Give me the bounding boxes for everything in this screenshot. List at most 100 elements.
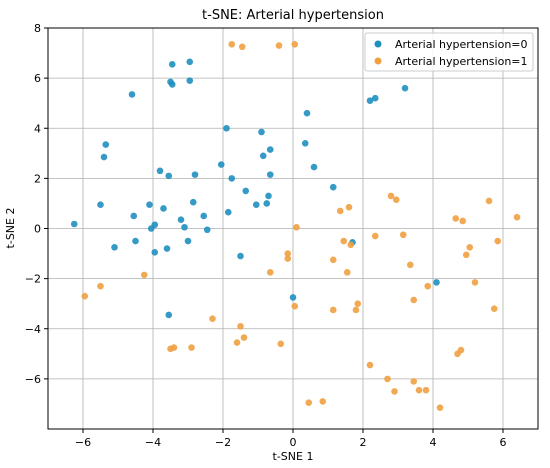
data-point-series-0 [203,226,211,234]
data-point-series-1 [471,279,479,286]
data-point-series-1 [406,261,414,269]
y-tick-label: 8 [34,22,41,35]
data-point-series-1 [422,386,430,394]
data-point-series-1 [410,296,418,304]
data-point-series-1 [424,282,432,290]
data-point-series-1 [336,207,344,215]
data-point-series-1 [457,346,465,354]
data-point-series-0 [132,237,139,245]
data-point-series-1 [237,322,244,330]
x-axis-ticks: −6 −4 −2 0 2 4 6 [75,429,507,449]
legend-marker-series-1 [374,57,382,65]
data-point-series-1 [228,40,236,48]
data-point-series-1 [340,237,348,245]
data-point-series-1 [485,197,493,205]
data-point-series-1 [366,361,374,369]
data-point-series-0 [97,201,104,208]
data-point-series-1 [387,192,395,200]
data-point-series-0 [266,171,274,178]
y-tick-label: −2 [25,273,41,286]
data-point-series-0 [258,128,265,136]
data-point-series-1 [329,256,337,264]
x-tick-label: 4 [430,436,437,449]
legend: Arterial hypertension=0 Arterial hyperte… [364,32,534,72]
data-point-series-0 [329,183,337,191]
data-point-series-0 [401,84,409,92]
data-point-series-0 [168,81,176,88]
data-point-series-0 [128,91,136,98]
data-point-series-1 [410,378,418,385]
x-tick-label: −4 [145,436,161,449]
data-point-series-1 [345,203,353,211]
data-point-series-1 [352,306,360,314]
data-point-series-1 [284,255,292,262]
data-point-series-0 [303,109,311,117]
data-point-series-0 [217,161,225,168]
data-point-series-0 [200,212,208,220]
data-point-series-0 [146,201,153,208]
data-point-series-1 [277,340,285,348]
data-point-series-1 [452,215,460,222]
data-point-series-0 [156,167,164,175]
data-point-series-1 [459,217,467,225]
data-point-series-0 [160,205,167,212]
data-point-series-0 [151,249,159,256]
data-point-series-0 [177,216,185,224]
data-point-series-1 [97,282,104,290]
data-point-series-0 [191,171,199,178]
data-point-series-1 [329,306,337,314]
x-tick-label: 0 [290,436,297,449]
data-point-series-1 [291,302,299,310]
data-point-series-1 [371,232,379,240]
data-point-series-1 [81,292,89,300]
data-points [70,40,521,411]
data-point-series-0 [181,223,188,231]
data-point-series-0 [266,146,274,153]
data-point-series-0 [301,139,309,147]
y-tick-label: 2 [34,172,41,185]
legend-box [364,32,534,72]
data-point-series-0 [252,201,260,208]
x-tick-label: −6 [75,436,91,449]
data-point-series-0 [228,175,236,182]
data-point-series-0 [163,245,171,252]
data-point-series-0 [70,220,78,228]
data-point-series-0 [289,294,297,301]
data-point-series-0 [263,200,271,207]
data-point-series-1 [209,315,216,323]
data-point-series-1 [291,40,299,48]
data-point-series-0 [111,243,118,251]
data-point-series-1 [240,334,248,341]
data-point-series-0 [100,153,108,161]
data-point-series-0 [265,192,272,200]
y-tick-label: 0 [34,223,41,236]
y-tick-label: 4 [34,122,41,135]
data-point-series-1 [490,305,498,313]
data-point-series-0 [224,208,232,216]
data-point-series-1 [462,251,470,259]
data-point-series-1 [415,386,423,394]
data-point-series-1 [466,243,474,251]
data-point-series-1 [319,398,327,405]
data-point-series-0 [310,163,318,171]
legend-marker-series-0 [374,40,382,48]
data-point-series-0 [186,58,194,66]
data-point-series-0 [130,212,138,220]
data-point-series-1 [436,404,444,411]
data-point-series-0 [165,311,173,319]
data-point-series-1 [140,271,148,279]
data-point-series-1 [347,241,355,249]
data-point-series-1 [513,213,521,221]
chart-title: t-SNE: Arterial hypertension [202,8,384,23]
data-point-series-1 [170,344,178,351]
data-point-series-1 [293,223,300,231]
data-point-series-1 [238,43,246,51]
data-point-series-1 [266,269,274,276]
data-point-series-0 [371,94,379,102]
data-point-series-1 [343,269,351,276]
data-point-series-1 [494,237,502,245]
data-point-series-0 [223,124,230,132]
data-point-series-1 [233,339,241,346]
data-point-series-0 [151,221,159,229]
